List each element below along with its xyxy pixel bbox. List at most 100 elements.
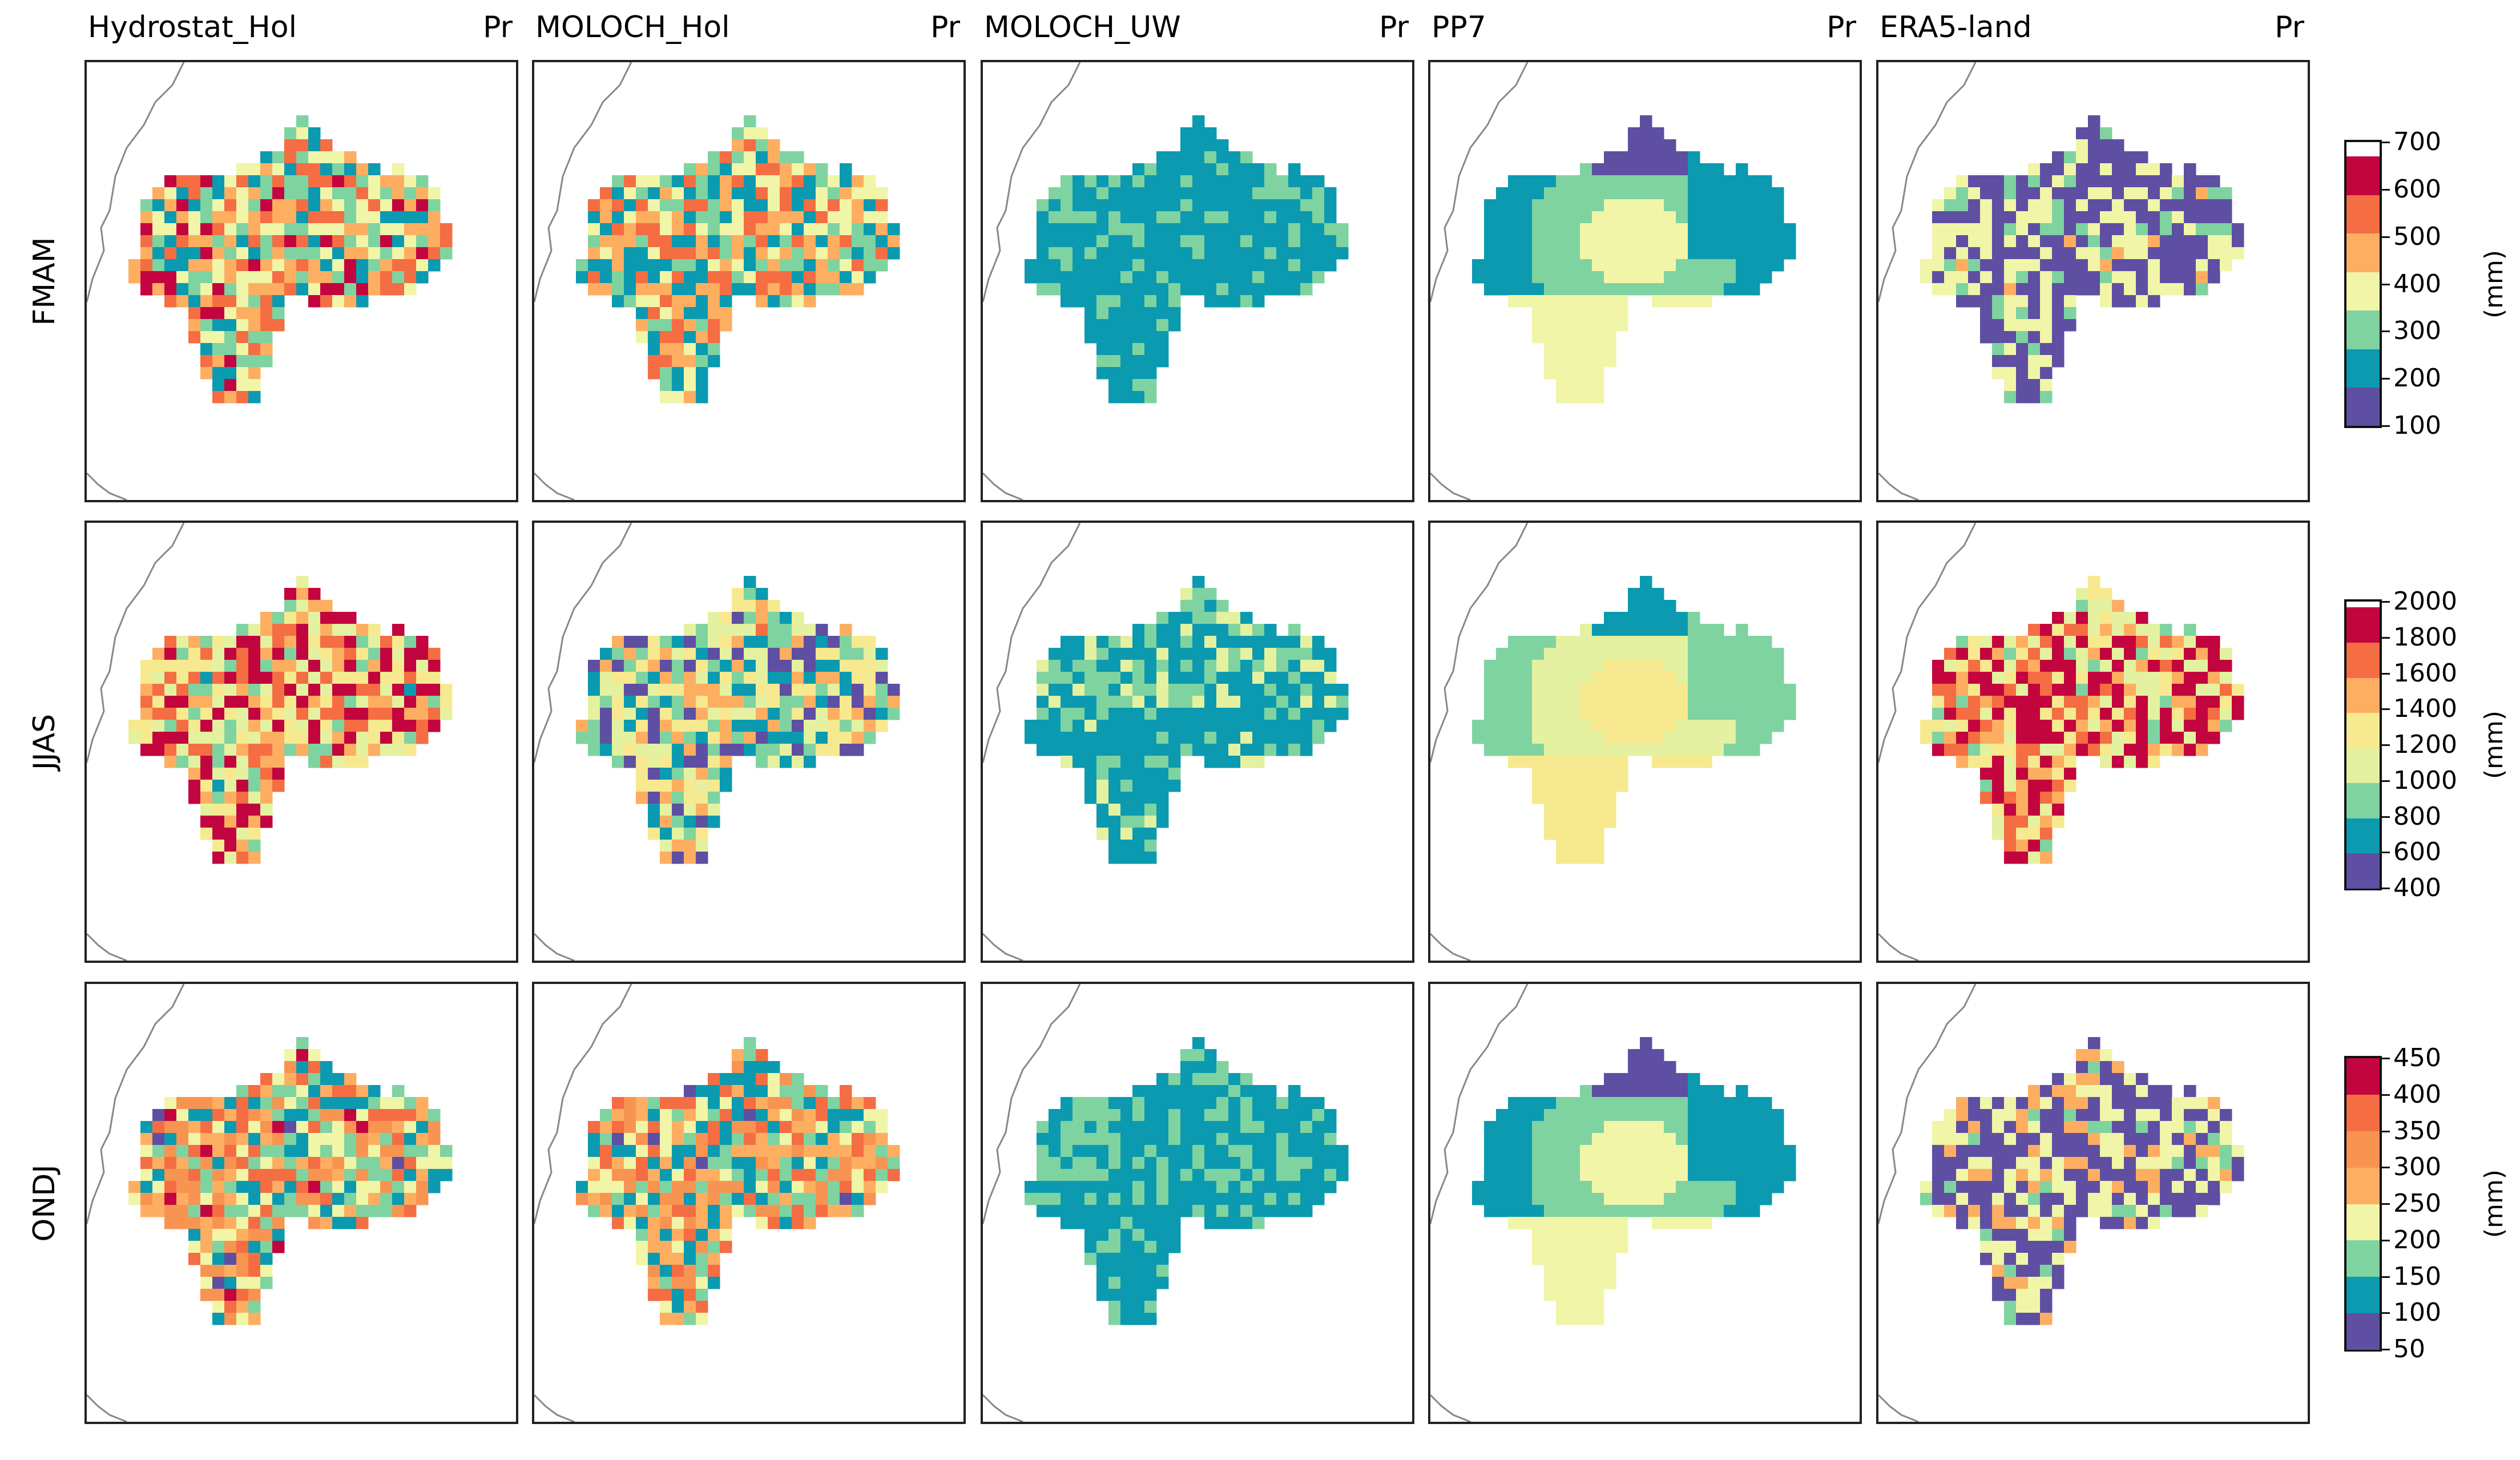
grid-cell — [1324, 199, 1337, 212]
grid-cell — [356, 1193, 369, 1205]
grid-cell — [2028, 852, 2041, 864]
grid-cell — [1520, 720, 1533, 732]
grid-cell — [1508, 636, 1521, 648]
grid-cell — [1120, 1169, 1133, 1181]
grid-cell — [2052, 696, 2065, 708]
grid-cell — [1532, 792, 1545, 804]
grid-cell — [1628, 612, 1640, 624]
grid-cell — [200, 295, 213, 308]
grid-cell — [2016, 816, 2029, 828]
grid-cell — [1592, 624, 1604, 636]
grid-cell — [732, 1193, 744, 1205]
grid-cell — [2148, 756, 2160, 768]
grid-cell — [1568, 756, 1580, 768]
grid-cell — [852, 1193, 864, 1205]
grid-cell — [2004, 235, 2017, 248]
grid-cell — [248, 319, 261, 332]
grid-cell — [164, 708, 177, 720]
grid-cell — [440, 684, 453, 696]
grid-cell — [804, 247, 816, 260]
grid-cell — [828, 720, 840, 732]
grid-cell — [344, 187, 357, 200]
grid-cell — [2040, 708, 2053, 720]
grid-cell — [708, 199, 720, 212]
grid-cell — [212, 1097, 225, 1110]
grid-cell — [140, 672, 153, 684]
grid-cell — [416, 175, 429, 188]
grid-cell — [1736, 175, 1748, 188]
grid-cell — [1204, 1157, 1217, 1169]
grid-cell — [1628, 1121, 1640, 1134]
grid-cell — [1532, 708, 1545, 720]
coastline — [983, 523, 1081, 763]
grid-cell — [2040, 199, 2053, 212]
grid-cell — [356, 259, 369, 272]
grid-cell — [2148, 696, 2160, 708]
grid-cell — [2148, 235, 2160, 248]
grid-cell — [296, 151, 309, 164]
grid-cell — [744, 187, 756, 200]
grid-cell — [768, 247, 780, 260]
grid-cell — [1664, 1217, 1676, 1229]
grid-cell — [2016, 840, 2029, 852]
grid-cell — [1604, 1085, 1616, 1098]
grid-cell — [404, 744, 417, 756]
grid-cell — [1640, 259, 1652, 272]
grid-cell — [440, 1157, 453, 1169]
grid-cell — [224, 187, 237, 200]
grid-cell — [428, 235, 441, 248]
grid-cell — [1336, 1169, 1349, 1181]
grid-cell — [1640, 1157, 1652, 1169]
grid-cell — [1037, 1121, 1049, 1134]
grid-cell — [200, 1241, 213, 1253]
grid-cell — [2136, 283, 2148, 296]
grid-cell — [332, 223, 345, 236]
grid-cell — [272, 1229, 285, 1241]
grid-cell — [1700, 708, 1712, 720]
grid-cell — [708, 1253, 720, 1265]
grid-cell — [248, 1217, 261, 1229]
grid-cell — [2088, 1109, 2100, 1122]
grid-cell — [1748, 283, 1760, 296]
grid-cell — [1640, 283, 1652, 296]
grid-cell — [260, 624, 273, 636]
grid-cell — [1628, 199, 1640, 212]
grid-cell — [1652, 1061, 1664, 1074]
grid-cell — [380, 744, 393, 756]
grid-cell — [612, 283, 624, 296]
grid-cell — [2148, 187, 2160, 200]
grid-cell — [636, 1205, 648, 1217]
grid-cell — [2088, 600, 2100, 612]
grid-cell — [792, 720, 804, 732]
grid-cell — [248, 636, 261, 648]
grid-cell — [2160, 187, 2172, 200]
grid-cell — [780, 211, 792, 224]
grid-cell — [200, 1157, 213, 1169]
grid-cell — [176, 708, 189, 720]
grid-cell — [1204, 163, 1217, 176]
grid-cell — [1288, 624, 1301, 636]
grid-cell — [720, 1145, 732, 1157]
grid-cell — [2148, 636, 2160, 648]
grid-cell — [1144, 1265, 1157, 1277]
grid-cell — [1688, 672, 1700, 684]
grid-cell — [660, 1205, 672, 1217]
grid-cell — [356, 1205, 369, 1217]
grid-cell — [368, 1133, 381, 1146]
grid-cell — [1580, 720, 1592, 732]
grid-cell — [1072, 1133, 1085, 1146]
grid-cell — [1700, 1181, 1712, 1193]
grid-cell — [1264, 744, 1277, 756]
grid-cell — [368, 648, 381, 660]
grid-cell — [1616, 780, 1628, 792]
grid-cell — [1956, 720, 1969, 732]
grid-cell — [308, 732, 321, 744]
grid-cell — [1556, 756, 1569, 768]
grid-cell — [816, 744, 828, 756]
grid-cell — [1508, 1109, 1521, 1122]
grid-cell — [708, 768, 720, 780]
grid-cell — [1580, 1289, 1592, 1301]
grid-cell — [1544, 804, 1557, 816]
grid-cell — [1640, 1073, 1652, 1086]
grid-cell — [152, 660, 165, 672]
